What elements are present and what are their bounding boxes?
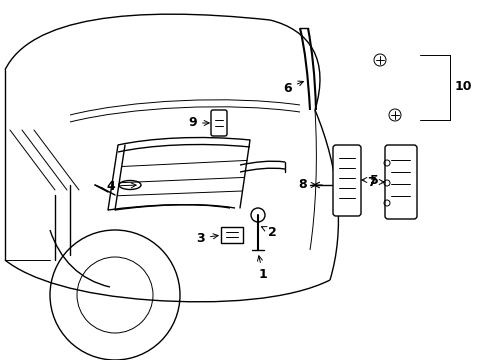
Text: 8: 8 [298,179,315,192]
Text: 9: 9 [188,117,209,130]
Text: 2: 2 [261,225,276,238]
Text: 1: 1 [257,256,267,281]
FancyBboxPatch shape [384,145,416,219]
Text: 3: 3 [196,231,218,244]
FancyBboxPatch shape [210,110,226,136]
Text: 4: 4 [106,180,136,193]
Text: 5: 5 [361,174,378,186]
Text: 7: 7 [366,175,384,189]
FancyBboxPatch shape [332,145,360,216]
Text: 10: 10 [454,81,471,94]
Text: 6: 6 [283,81,303,94]
FancyBboxPatch shape [221,227,243,243]
